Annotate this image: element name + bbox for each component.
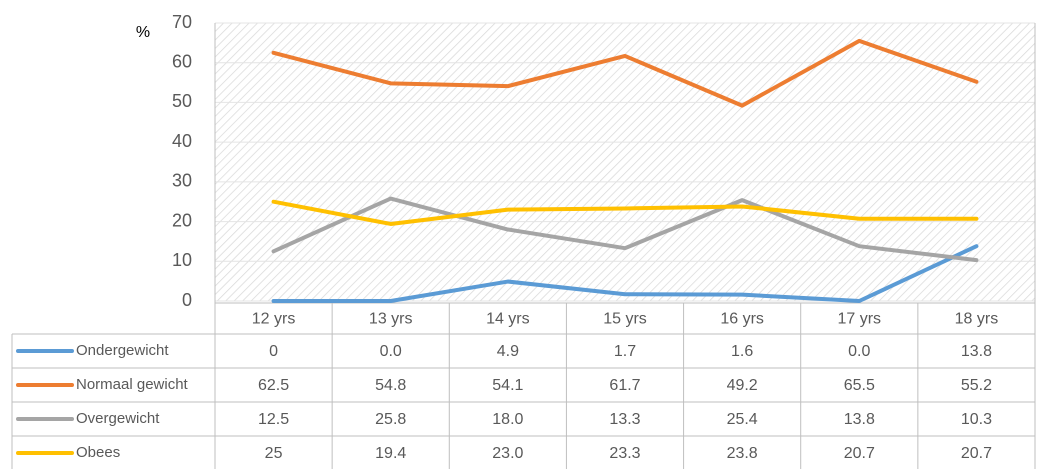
- y-tick-label: 0: [182, 290, 192, 310]
- table-cell: 0.0: [848, 343, 870, 360]
- table-cell: 20.7: [844, 445, 875, 462]
- y-tick-label: 60: [172, 51, 192, 71]
- table-cell: 55.2: [961, 377, 992, 394]
- x-tick-label: 15 yrs: [603, 311, 647, 328]
- table-cell: 25: [265, 445, 283, 462]
- table-cell: 23.3: [609, 445, 640, 462]
- table-cell: 13.3: [609, 411, 640, 428]
- series-line: [271, 196, 979, 263]
- table-cell: 25.8: [375, 411, 406, 428]
- table-cell: 1.7: [614, 343, 636, 360]
- table-cell: 23.8: [727, 445, 758, 462]
- series-line: [271, 199, 979, 226]
- legend-label: Overgewicht: [76, 410, 160, 427]
- x-tick-label: 12 yrs: [252, 311, 296, 328]
- x-tick-label: 14 yrs: [486, 311, 530, 328]
- table-cell: 54.8: [375, 377, 406, 394]
- legend-label: Ondergewicht: [76, 342, 169, 359]
- table-cell: 54.1: [492, 377, 523, 394]
- series-line: [271, 244, 979, 303]
- y-tick-label: 30: [172, 171, 192, 191]
- table-cell: 65.5: [844, 377, 875, 394]
- table-cell: 23.0: [492, 445, 523, 462]
- x-tick-label: 17 yrs: [837, 311, 881, 328]
- table-cell: 62.5: [258, 377, 289, 394]
- table-cell: 61.7: [609, 377, 640, 394]
- x-tick-label: 16 yrs: [720, 311, 764, 328]
- table-cell: 0.0: [380, 343, 402, 360]
- y-tick-label: 10: [172, 250, 192, 270]
- plot-area: [215, 23, 1035, 301]
- table-cell: 13.8: [961, 343, 992, 360]
- table-cell: 13.8: [844, 411, 875, 428]
- y-axis-label: %: [136, 24, 150, 41]
- legend-label: Obees: [76, 444, 120, 461]
- table-cell: 0: [269, 343, 278, 360]
- table-cell: 18.0: [492, 411, 523, 428]
- table-cell: 25.4: [727, 411, 758, 428]
- y-tick-label: 70: [172, 12, 192, 32]
- table-cell: 20.7: [961, 445, 992, 462]
- series-line: [271, 38, 979, 108]
- table-cell: 10.3: [961, 411, 992, 428]
- table-cell: 12.5: [258, 411, 289, 428]
- table-cell: 49.2: [727, 377, 758, 394]
- x-tick-label: 13 yrs: [369, 311, 413, 328]
- y-tick-label: 50: [172, 91, 192, 111]
- table-cell: 19.4: [375, 445, 406, 462]
- y-tick-label: 20: [172, 210, 192, 230]
- x-tick-label: 18 yrs: [955, 311, 999, 328]
- table-cell: 1.6: [731, 343, 753, 360]
- table-cell: 4.9: [497, 343, 519, 360]
- legend-label: Normaal gewicht: [76, 376, 189, 393]
- y-tick-label: 40: [172, 131, 192, 151]
